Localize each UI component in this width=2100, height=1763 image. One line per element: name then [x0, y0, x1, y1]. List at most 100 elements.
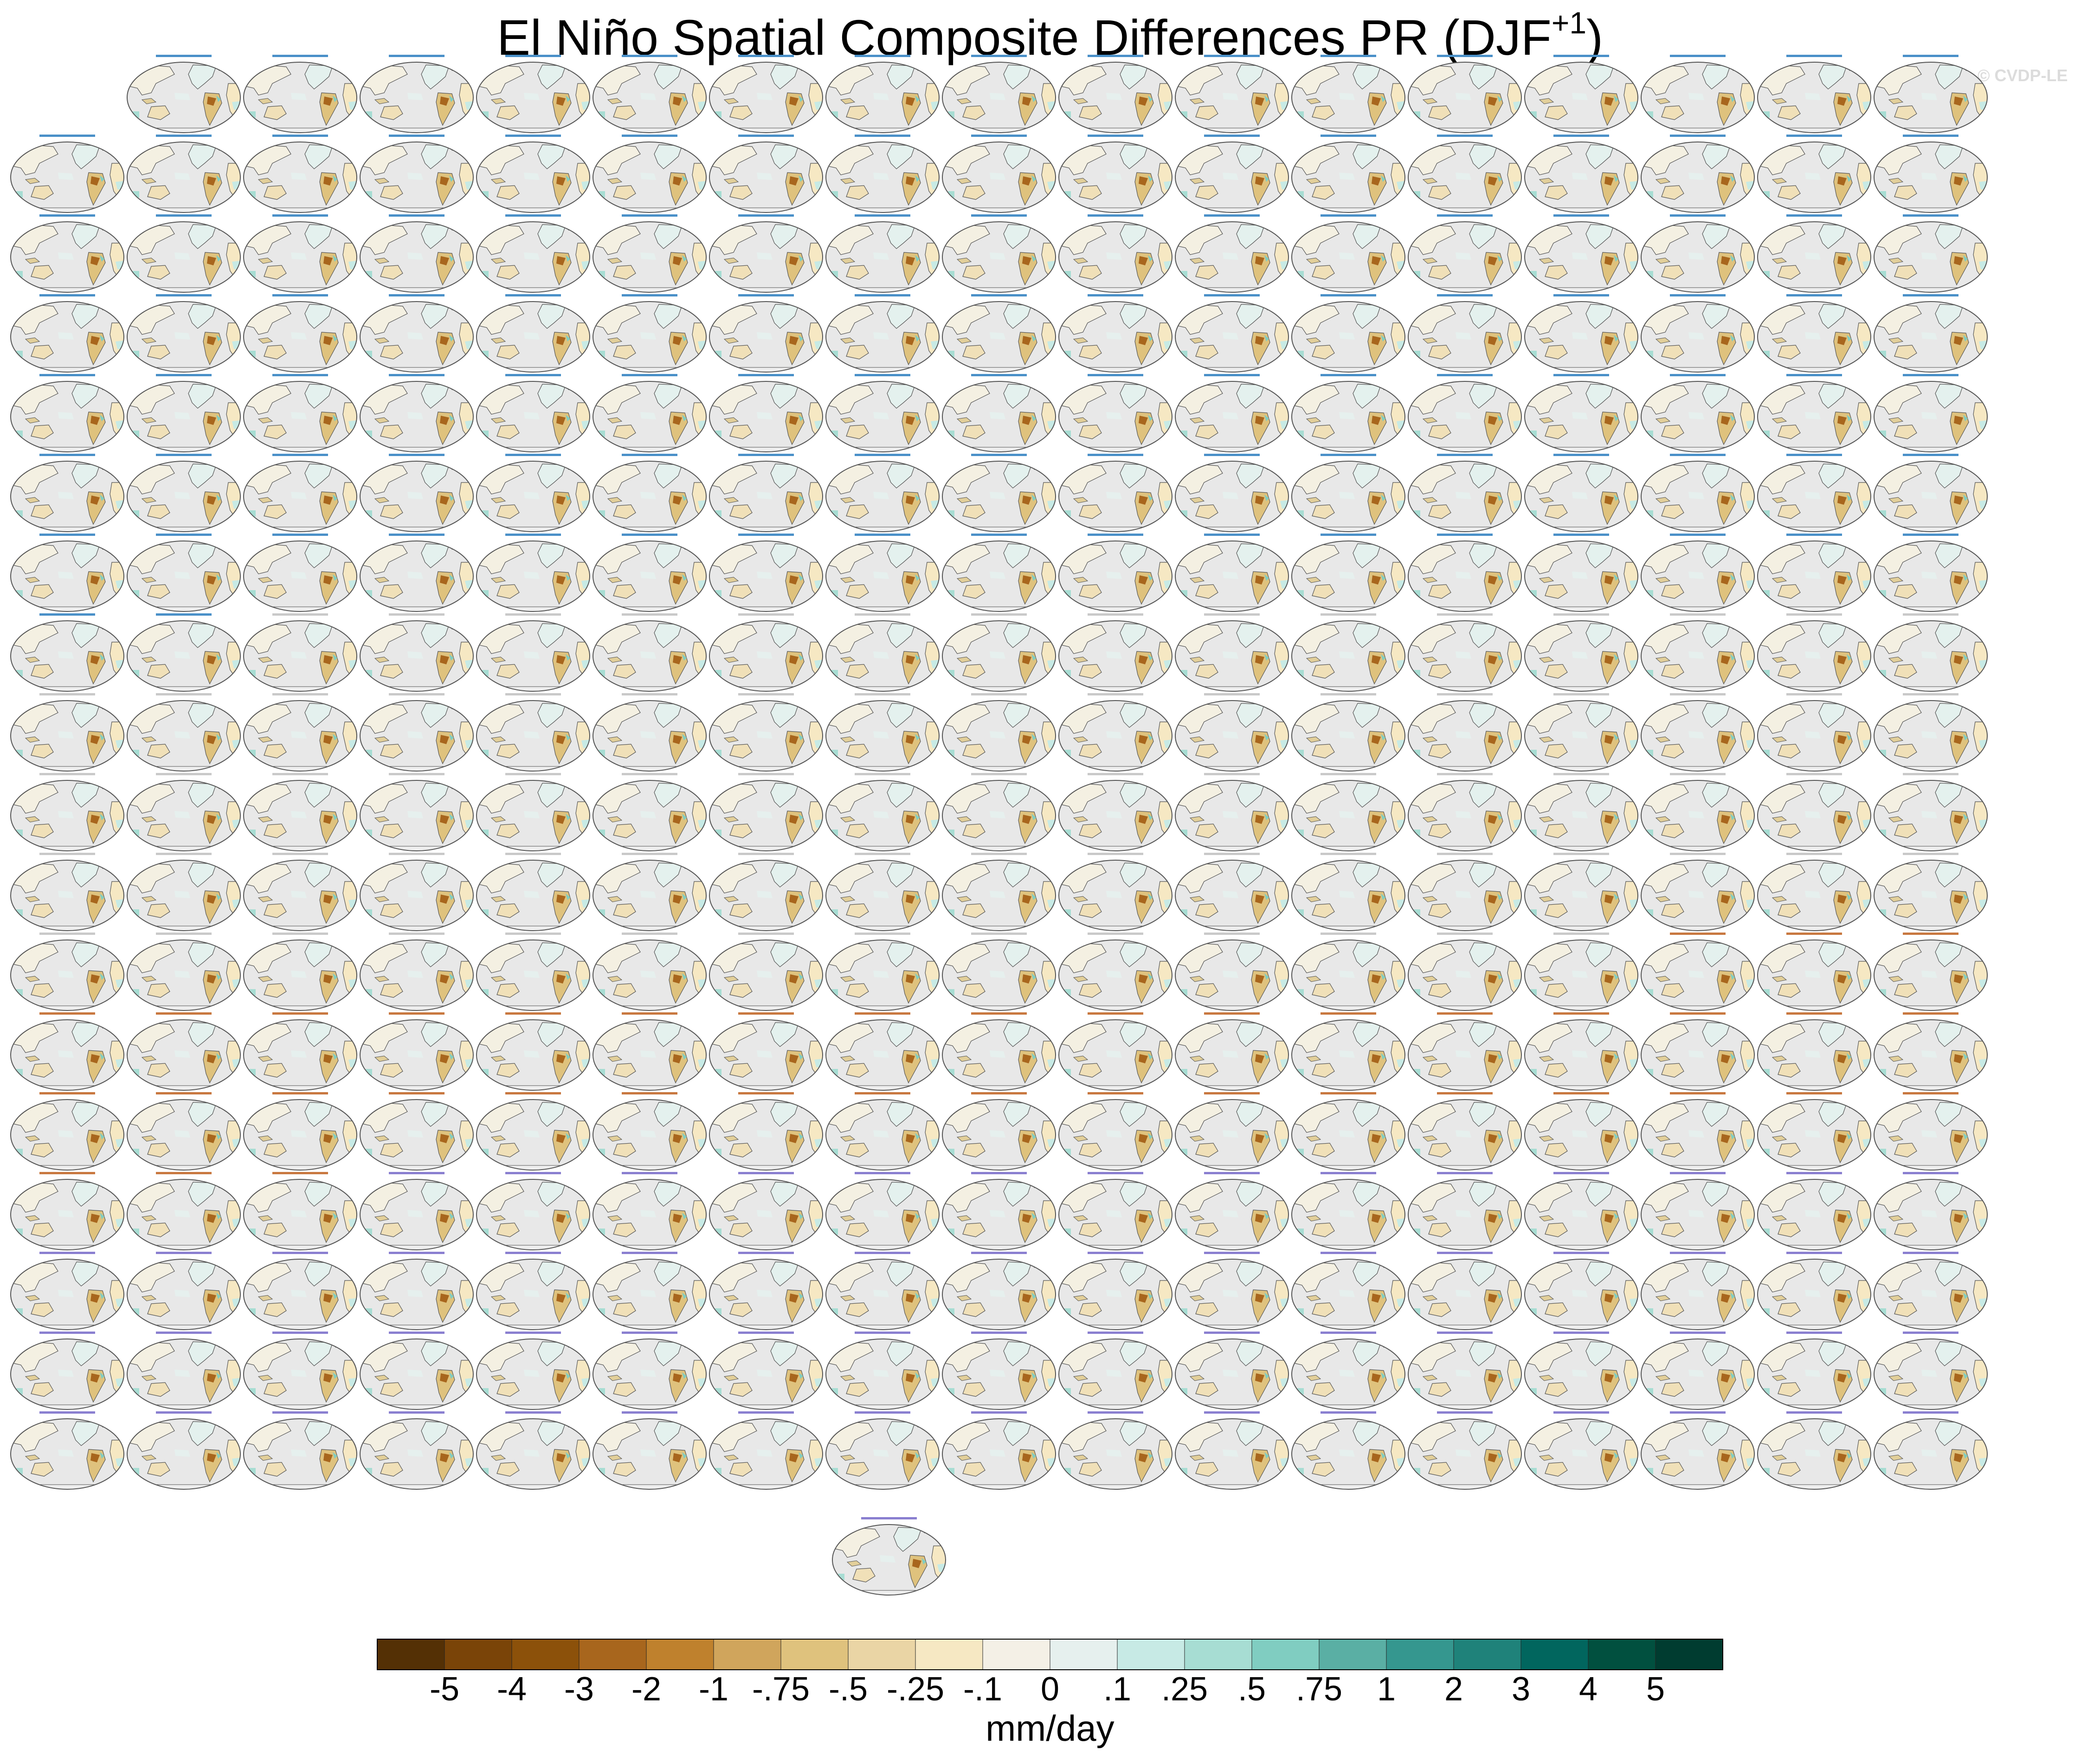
panel-label-mark [855, 1172, 910, 1174]
map-panel-273 [244, 1332, 357, 1411]
colorbar-tick-label: -3 [564, 1671, 594, 1708]
map-panel-43 [1175, 214, 1288, 294]
panel-label-mark [1321, 933, 1376, 935]
map-panel-229 [1059, 1092, 1172, 1172]
panel-label-mark [1088, 135, 1143, 137]
map-panel-59 [1059, 294, 1172, 374]
panel-label-mark [505, 1172, 561, 1174]
panel-label-mark [1786, 933, 1842, 935]
map-panel-132 [1641, 613, 1754, 693]
panel-label-mark [971, 1252, 1027, 1254]
panel-label-mark [1321, 1012, 1376, 1015]
map-panel-26 [1175, 135, 1288, 214]
panel-label-mark [1553, 374, 1609, 376]
panel-label-mark [1088, 773, 1143, 775]
panel-label-mark [1903, 1012, 1958, 1015]
map-panel-274 [360, 1332, 473, 1411]
map-panel-147 [1408, 693, 1521, 773]
panel-label-mark [855, 454, 910, 456]
map-panel-155 [360, 773, 473, 853]
panel-label-mark [39, 1012, 95, 1015]
colorbar-bin-4 [646, 1639, 714, 1670]
map-panel-305 [832, 1517, 946, 1597]
map-panel-171 [244, 853, 357, 933]
panel-label-mark [622, 613, 677, 616]
map-panel-14 [1758, 55, 1871, 135]
map-panel-254 [11, 1252, 124, 1332]
panel-label-mark [1437, 55, 1493, 57]
map-panel-2 [360, 55, 473, 135]
map-panel-142 [826, 693, 939, 773]
panel-label-mark [855, 55, 910, 57]
map-panel-267 [1525, 1252, 1638, 1332]
panel-label-mark [39, 534, 95, 536]
panel-label-mark [1553, 853, 1609, 855]
panel-label-mark [1903, 1252, 1958, 1254]
map-panel-302 [1641, 1411, 1754, 1491]
map-panel-81 [1641, 374, 1754, 454]
map-panel-77 [1175, 374, 1288, 454]
map-panel-207 [477, 1012, 590, 1092]
colorbar-tick-label: -.1 [963, 1671, 1003, 1708]
panel-label-mark [1553, 1411, 1609, 1414]
map-panel-140 [593, 693, 706, 773]
map-panel-168 [1874, 773, 1987, 853]
map-panel-248 [1292, 1172, 1405, 1252]
colorbar-bin-13 [1251, 1639, 1320, 1670]
map-panel-46 [1525, 214, 1638, 294]
colorbar-bin-1 [444, 1639, 512, 1670]
panel-label-mark [1437, 1012, 1493, 1015]
panel-label-mark [855, 1411, 910, 1414]
colorbar-tick-label: -2 [631, 1671, 662, 1708]
map-panel-257 [360, 1252, 473, 1332]
map-panel-270 [1874, 1252, 1987, 1332]
panel-label-mark [1553, 613, 1609, 616]
map-panel-198 [1408, 933, 1521, 1012]
map-panel-251 [1641, 1172, 1754, 1252]
map-panel-85 [127, 454, 240, 534]
panel-label-mark [1903, 693, 1958, 695]
map-panel-103 [244, 534, 357, 613]
map-panel-119 [127, 613, 240, 693]
panel-label-mark [389, 135, 444, 137]
map-panel-23 [826, 135, 939, 214]
colorbar-bin-16 [1453, 1639, 1521, 1670]
map-panel-53 [360, 294, 473, 374]
panel-label-mark [1903, 294, 1958, 296]
map-panel-170 [127, 853, 240, 933]
panel-label-mark [1786, 294, 1842, 296]
map-panel-13 [1641, 55, 1754, 135]
map-panel-17 [127, 135, 240, 214]
panel-label-mark [1321, 454, 1376, 456]
map-panel-160 [942, 773, 1056, 853]
panel-label-mark [1321, 135, 1376, 137]
panel-label-mark [1437, 613, 1493, 616]
panel-label-mark [971, 294, 1027, 296]
colorbar-tick-label: -.75 [752, 1671, 810, 1708]
colorbar-tick-label: .25 [1161, 1671, 1208, 1708]
panel-label-mark [272, 135, 328, 137]
panel-label-mark [505, 294, 561, 296]
colorbar-tick-label: 4 [1578, 1671, 1598, 1708]
map-panel-5 [709, 55, 823, 135]
panel-label-mark [505, 1332, 561, 1334]
panel-label-mark [622, 773, 677, 775]
colorbar-bin-0 [377, 1639, 445, 1670]
map-panel-93 [1059, 454, 1172, 534]
map-panel-179 [1175, 853, 1288, 933]
map-panel-226 [709, 1092, 823, 1172]
panel-label-mark [39, 933, 95, 935]
panel-label-mark [156, 1252, 212, 1254]
map-panel-192 [709, 933, 823, 1012]
map-panel-25 [1059, 135, 1172, 214]
panel-label-mark [1321, 1252, 1376, 1254]
map-panel-149 [1641, 693, 1754, 773]
colorbar-units-label: mm/day [986, 1708, 1114, 1749]
panel-label-mark [1088, 1092, 1143, 1094]
panel-label-mark [1437, 1332, 1493, 1334]
panel-label-mark [1088, 534, 1143, 536]
panel-label-mark [971, 933, 1027, 935]
panel-label-mark [156, 374, 212, 376]
map-panel-172 [360, 853, 473, 933]
panel-label-mark [1786, 613, 1842, 616]
